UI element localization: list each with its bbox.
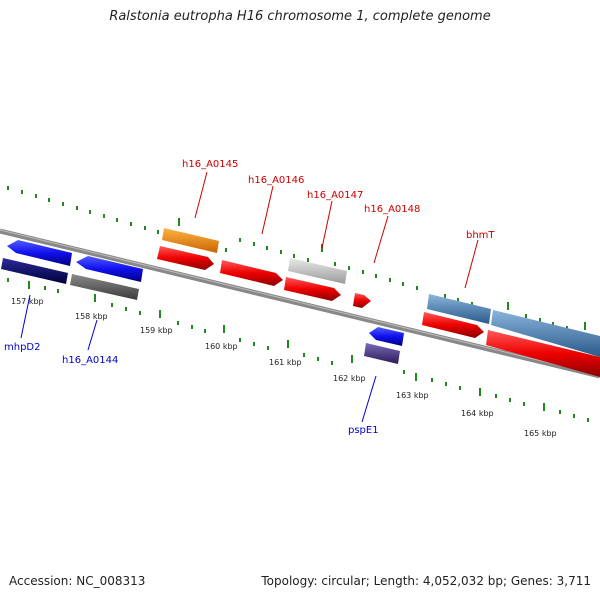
scale-label: 163 kbp bbox=[396, 391, 429, 400]
gene-box-bhmT[interactable] bbox=[427, 294, 491, 324]
gene-arrow-mhpD2[interactable] bbox=[7, 240, 72, 266]
gene-arrow-h16_A0146[interactable] bbox=[220, 260, 283, 286]
gene-box-mhpD2-alt[interactable] bbox=[1, 258, 68, 284]
gene-box-h16_A0145[interactable] bbox=[162, 228, 219, 253]
upper-tick-track bbox=[7, 186, 586, 330]
scale-label: 160 kbp bbox=[205, 342, 238, 351]
callout-lines bbox=[20, 171, 479, 423]
gene-arrow-bhmT-next[interactable] bbox=[486, 330, 600, 377]
gene-arrow-h16_A0148[interactable] bbox=[353, 293, 371, 308]
gene-box-h16_A0147[interactable] bbox=[288, 258, 347, 284]
gene-label-h16_A0144[interactable]: h16_A0144 bbox=[62, 355, 118, 366]
gene-arrow-h16_A0147[interactable] bbox=[284, 277, 341, 301]
scale-label: 165 kbp bbox=[524, 429, 557, 438]
gene-arrow-bhmT[interactable] bbox=[422, 312, 484, 338]
accession-text: Accession: NC_008313 bbox=[9, 574, 146, 588]
gene-label-bhmT[interactable]: bhmT bbox=[466, 230, 495, 241]
gene-features bbox=[1, 228, 600, 377]
gene-labels: h16_A0145 h16_A0146 h16_A0147 h16_A0148 … bbox=[4, 159, 495, 436]
scale-label: 157 kbp bbox=[11, 297, 44, 306]
gene-label-h16_A0147[interactable]: h16_A0147 bbox=[307, 190, 363, 201]
lower-tick-track bbox=[7, 278, 589, 422]
gene-arrow-pspE1[interactable] bbox=[369, 327, 404, 346]
gene-arrow-h16_A0144[interactable] bbox=[76, 256, 143, 282]
scale-label: 159 kbp bbox=[140, 326, 173, 335]
gene-label-h16_A0148[interactable]: h16_A0148 bbox=[364, 204, 420, 215]
scale-labels: 157 kbp 158 kbp 159 kbp 160 kbp 161 kbp … bbox=[11, 297, 557, 438]
gene-label-h16_A0145[interactable]: h16_A0145 bbox=[182, 159, 238, 170]
scale-label: 164 kbp bbox=[461, 409, 494, 418]
gene-label-pspE1[interactable]: pspE1 bbox=[348, 425, 379, 436]
gene-box-bhmT-next[interactable] bbox=[491, 310, 600, 357]
genome-summary-text: Topology: circular; Length: 4,052,032 bp… bbox=[261, 574, 591, 588]
scale-label: 161 kbp bbox=[269, 358, 302, 367]
scale-label: 158 kbp bbox=[75, 312, 108, 321]
gene-label-mhpD2[interactable]: mhpD2 bbox=[4, 342, 41, 353]
map-title: Ralstonia eutropha H16 chromosome 1, com… bbox=[109, 9, 491, 24]
gene-label-h16_A0146[interactable]: h16_A0146 bbox=[248, 175, 304, 186]
genome-backbone bbox=[0, 228, 600, 379]
gene-box-pspE1-alt[interactable] bbox=[364, 343, 400, 364]
gene-arrow-h16_A0145[interactable] bbox=[157, 246, 214, 270]
scale-label: 162 kbp bbox=[333, 374, 366, 383]
gene-box-h16_A0144-alt[interactable] bbox=[70, 274, 139, 300]
